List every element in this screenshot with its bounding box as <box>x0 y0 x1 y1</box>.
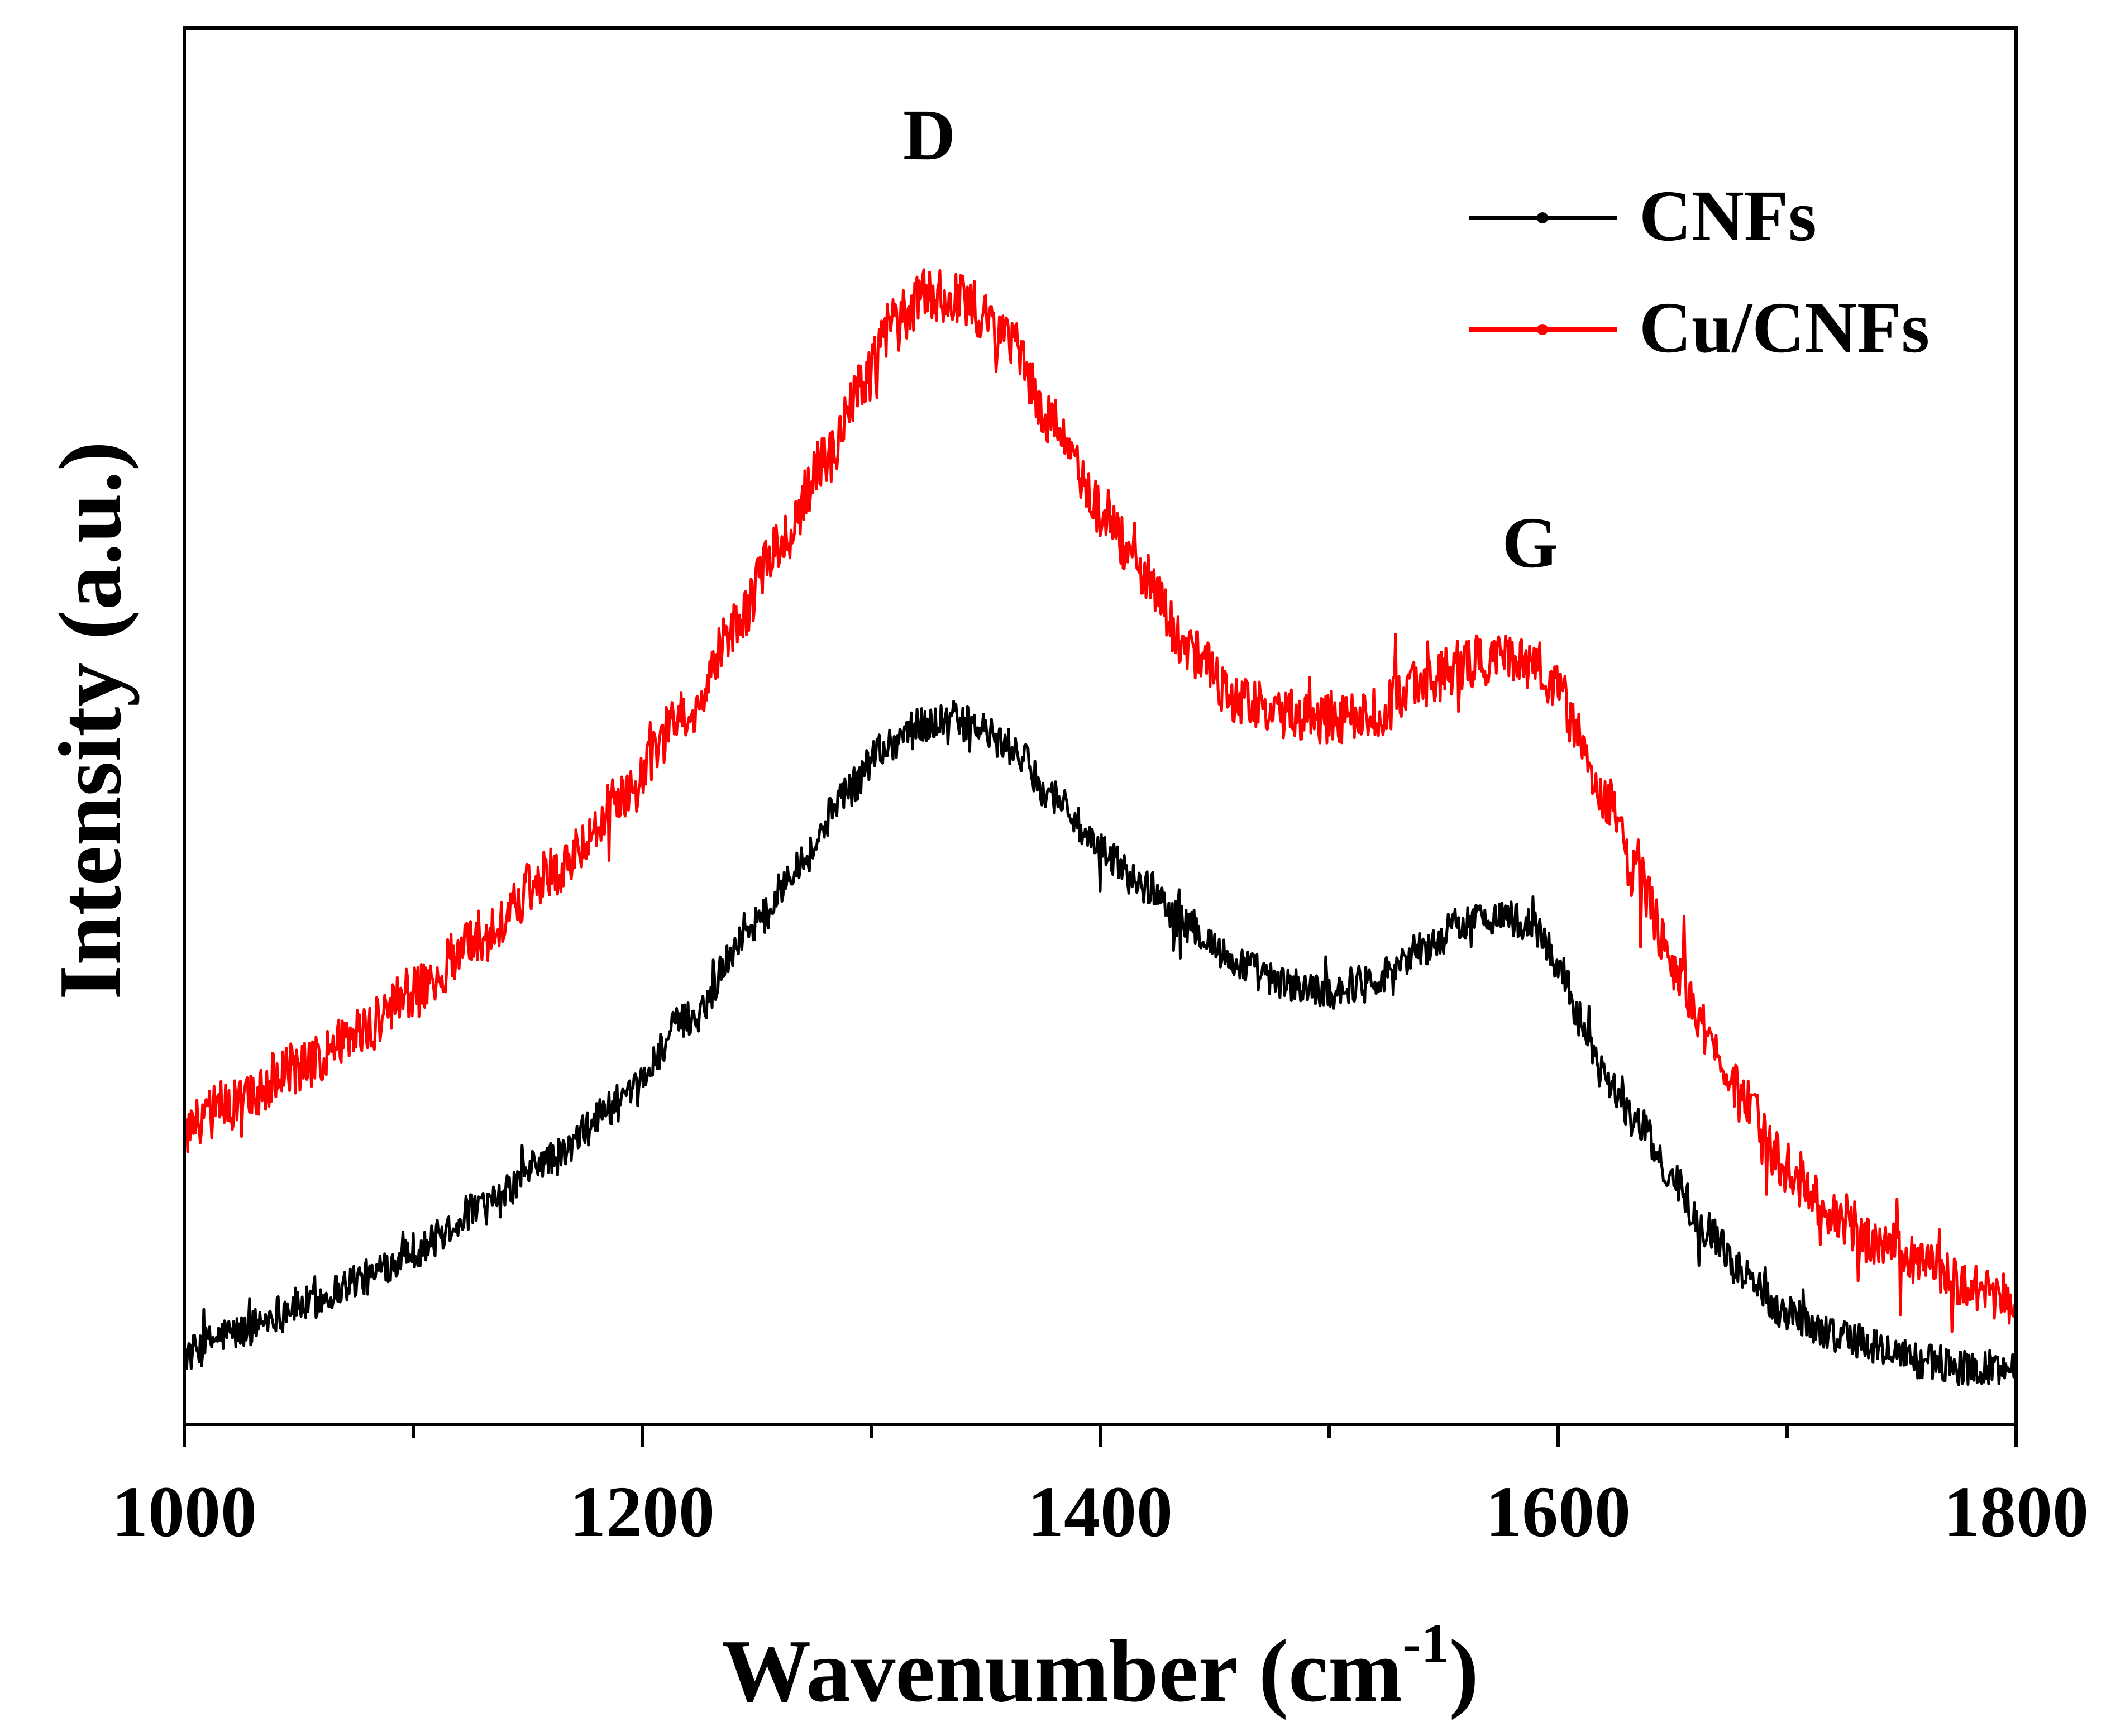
x-tick-label: 1600 <box>1486 1472 1631 1552</box>
legend: CNFs Cu/CNFs <box>1469 176 1929 368</box>
x-tick-label: 1400 <box>1028 1472 1173 1552</box>
legend-label-cu-cnfs: Cu/CNFs <box>1639 288 1929 368</box>
series-line-cnfs <box>184 700 2016 1387</box>
peak-label-g: G <box>1502 503 1558 583</box>
series-line-cu-cnfs <box>184 268 2016 1333</box>
y-axis-label: Intensity (a.u.) <box>40 441 140 1000</box>
peak-label-d: D <box>903 95 956 175</box>
legend-label-cnfs: CNFs <box>1639 176 1817 256</box>
x-axis-label-main: Wavenumber (cm <box>722 1621 1402 1720</box>
x-tick-label: 1000 <box>112 1472 257 1552</box>
x-axis-label: Wavenumber (cm-1) <box>722 1612 1479 1720</box>
legend-marker-cu-cnfs <box>1537 324 1548 335</box>
x-tick-label: 1800 <box>1943 1472 2089 1552</box>
x-axis-label-close: ) <box>1449 1621 1479 1720</box>
legend-marker-cnfs <box>1537 212 1548 223</box>
x-tick-label: 1200 <box>570 1472 715 1552</box>
x-axis-label-superscript: -1 <box>1402 1612 1449 1674</box>
